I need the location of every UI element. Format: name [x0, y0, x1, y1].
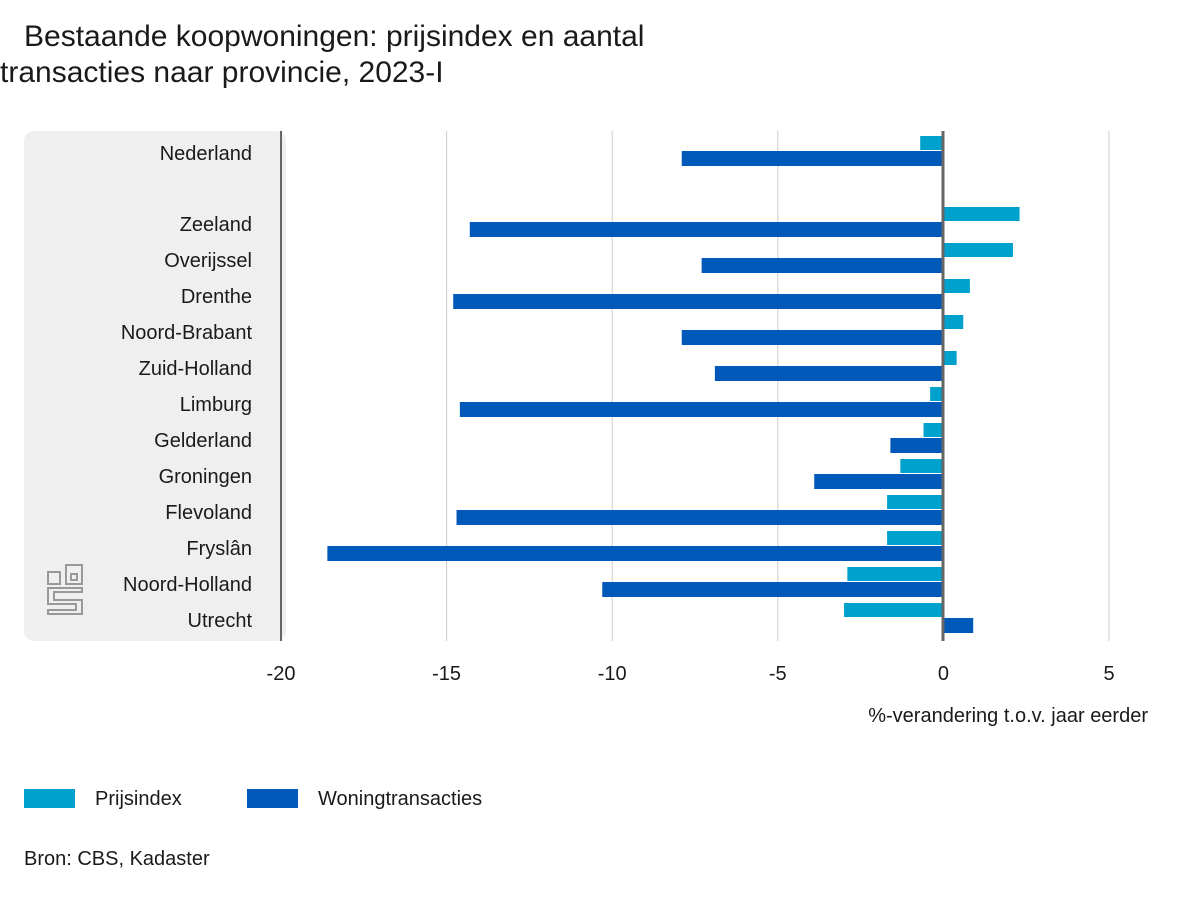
category-label: Noord-Holland [123, 574, 252, 596]
x-tick-label: -20 [267, 663, 296, 685]
legend-swatch-woningtransacties [247, 789, 298, 808]
category-label: Zeeland [180, 214, 252, 236]
bar-prijsindex-overijssel [943, 243, 1013, 257]
bar-prijsindex-noord-holland [847, 567, 944, 581]
category-labels: Nederland Zeeland Overijssel Drenthe Noord-B… [121, 143, 253, 632]
bar-woningtransacties-groningen [814, 474, 944, 489]
bar-woningtransacties-overijssel [701, 258, 944, 273]
x-axis-label: %-verandering t.o.v. jaar eerder [868, 705, 1148, 727]
x-tick-label: -10 [598, 663, 627, 685]
bar-prijsindex-limburg [930, 387, 944, 401]
bar-prijsindex-zuid-holland [943, 351, 957, 365]
chart-title-line-2: transacties naar provincie, 2023-I [0, 56, 444, 89]
bar-woningtransacties-noord-brabant [681, 330, 944, 345]
bar-woningtransacties-nederland [681, 151, 944, 166]
source-note: Bron: CBS, Kadaster [24, 848, 210, 870]
bar-woningtransacties-flevoland [456, 510, 944, 525]
legend-swatch-prijsindex [24, 789, 75, 808]
bar-prijsindex-drenthe [943, 279, 970, 293]
bars [327, 136, 1020, 633]
legend: Prijsindex Woningtransacties [24, 788, 482, 810]
category-label: Drenthe [181, 286, 252, 308]
x-tick-label: -5 [769, 663, 787, 685]
bar-woningtransacties-drenthe [453, 294, 944, 309]
legend-label-woningtransacties: Woningtransacties [318, 788, 482, 810]
category-label: Overijssel [164, 250, 252, 272]
bar-prijsindex-fryslân [887, 531, 944, 545]
bar-prijsindex-nederland [920, 136, 944, 150]
category-panel [24, 131, 286, 641]
bar-prijsindex-gelderland [923, 423, 944, 437]
bar-woningtransacties-zuid-holland [714, 366, 944, 381]
x-tick-label: 0 [938, 663, 949, 685]
x-tick-label: -15 [432, 663, 461, 685]
x-tick-labels: -20 -15 -10 -5 0 5 [267, 663, 1115, 685]
category-label: Gelderland [154, 430, 252, 452]
bar-prijsindex-utrecht [844, 603, 944, 617]
category-label: Fryslân [186, 538, 252, 560]
category-label: Flevoland [165, 502, 252, 524]
category-label: Nederland [160, 143, 252, 165]
category-label: Groningen [159, 466, 252, 488]
bar-prijsindex-zeeland [943, 207, 1020, 221]
category-label: Noord-Brabant [121, 322, 253, 344]
x-tick-label: 5 [1103, 663, 1114, 685]
category-label: Utrecht [188, 610, 253, 632]
bar-woningtransacties-noord-holland [602, 582, 944, 597]
bar-prijsindex-noord-brabant [943, 315, 964, 329]
category-label: Limburg [180, 394, 252, 416]
cbs-logo [47, 564, 83, 615]
bar-prijsindex-flevoland [887, 495, 944, 509]
bar-woningtransacties-zeeland [469, 222, 944, 237]
chart-title-line-1: Bestaande koopwoningen: prijsindex en aa… [24, 20, 644, 53]
category-label: Zuid-Holland [139, 358, 252, 380]
bar-woningtransacties-utrecht [943, 618, 974, 633]
bar-woningtransacties-gelderland [890, 438, 944, 453]
bar-woningtransacties-limburg [459, 402, 944, 417]
bar-woningtransacties-fryslân [327, 546, 944, 561]
legend-label-prijsindex: Prijsindex [95, 788, 182, 810]
bar-prijsindex-groningen [900, 459, 944, 473]
